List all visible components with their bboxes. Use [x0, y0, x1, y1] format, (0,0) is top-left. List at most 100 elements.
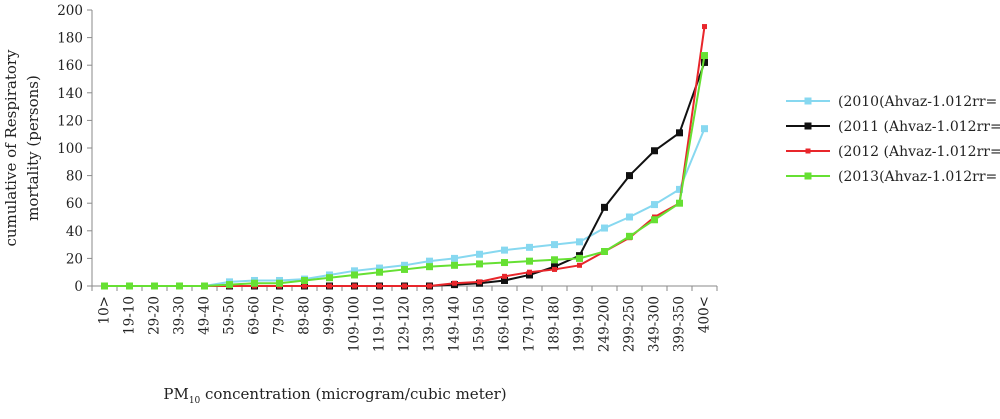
legend-swatch-marker [804, 172, 812, 180]
x-tick-label: 349-300 [647, 296, 663, 352]
data-point [702, 24, 707, 30]
legend-item-2: (2011 (Ahvaz-1.012rr= [786, 119, 1000, 135]
data-point [126, 282, 133, 290]
data-point [402, 283, 407, 289]
legend-swatch-marker [805, 148, 811, 154]
data-point [501, 259, 508, 267]
series-1 [101, 125, 708, 290]
data-point [351, 267, 358, 275]
x-tick-label: 179-170 [522, 296, 538, 352]
data-point [151, 282, 158, 290]
y-tick-label: 0 [74, 279, 83, 295]
series-3 [102, 24, 707, 289]
x-tick-label: 19-10 [122, 296, 138, 335]
data-point [601, 224, 608, 232]
data-point [302, 283, 307, 289]
legend-label: (2013(Ahvaz-1.012rr= [838, 169, 997, 185]
x-tick-label: 109-100 [347, 296, 363, 352]
x-tick-label: 69-60 [247, 296, 263, 335]
x-axis-title-subscript: 10 [189, 396, 201, 406]
x-tick-label: 99-90 [322, 296, 338, 335]
data-point [601, 203, 608, 211]
series-line [104, 55, 706, 287]
data-point [576, 238, 583, 246]
data-point [376, 264, 383, 272]
x-tick-label: 159-150 [472, 296, 488, 352]
data-point [552, 266, 557, 272]
x-tick-label: 249-200 [597, 296, 613, 352]
x-tick-label: 299-250 [622, 296, 638, 352]
data-point [401, 261, 408, 269]
data-point [351, 271, 358, 279]
x-tick-label: 10> [97, 296, 113, 325]
data-point [526, 257, 533, 265]
x-ticks: 10> 19-10 29-20 39-30 49-40 59-50 69-60 79-70 89… [91, 286, 718, 352]
data-point [701, 58, 708, 66]
data-point [576, 254, 583, 262]
data-point [527, 269, 532, 275]
x-tick-label: 49-40 [197, 296, 213, 335]
data-point [676, 199, 683, 207]
data-point [201, 282, 208, 290]
data-point [626, 213, 633, 221]
data-point [176, 282, 183, 290]
y-tick-label: 140 [57, 86, 83, 102]
data-point [476, 260, 483, 268]
x-tick-label: 119-110 [372, 296, 388, 352]
x-tick-label: 169-160 [497, 296, 513, 352]
data-point [401, 265, 408, 273]
y-axis-title: cumulative of Respiratory mortality (per… [2, 49, 42, 247]
data-point [626, 232, 633, 240]
x-tick-label: 199-190 [572, 296, 588, 352]
data-point [551, 263, 558, 271]
y-tick-label: 20 [66, 251, 83, 267]
y-tick-label: 80 [66, 169, 83, 185]
data-point [327, 283, 332, 289]
data-point [301, 276, 308, 284]
data-point [626, 172, 633, 180]
data-point [651, 201, 658, 209]
y-tick-label: 180 [57, 31, 83, 47]
series-4 [101, 52, 708, 290]
data-point [676, 185, 683, 193]
data-point [526, 271, 533, 279]
data-point [377, 283, 382, 289]
legend-swatch-marker [804, 122, 812, 130]
y-axis-title-line2: mortality (persons) [24, 75, 42, 221]
data-point [352, 283, 357, 289]
data-point [451, 261, 458, 269]
x-tick-label: 39-30 [172, 296, 188, 335]
x-tick-label: 129-120 [397, 296, 413, 352]
data-point [651, 216, 658, 224]
axes [91, 10, 717, 287]
x-tick-label: 139-130 [422, 296, 438, 352]
data-point [326, 274, 333, 282]
legend-item-3: (2012 (Ahvaz-1.012rr= [786, 144, 1000, 160]
data-point [651, 147, 658, 155]
data-point [551, 241, 558, 249]
x-axis-title-suffix: concentration (microgram/cubic meter) [200, 385, 506, 403]
y-tick-label: 160 [57, 58, 83, 74]
series-2 [101, 58, 708, 290]
data-point [276, 279, 283, 287]
legend-item-4: (2013(Ahvaz-1.012rr= [786, 169, 997, 185]
data-point [426, 263, 433, 271]
x-tick-label: 79-70 [272, 296, 288, 335]
data-point [251, 279, 258, 287]
legend: (2010(Ahvaz-1.012rr= (2011 (Ahvaz-1.012rr… [786, 94, 1000, 185]
x-axis-title: PM10 concentration (microgram/cubic mete… [163, 385, 506, 406]
x-axis-title-prefix: PM [163, 385, 188, 403]
x-tick-label: 149-140 [447, 296, 463, 352]
data-point [676, 129, 683, 137]
x-tick-label: 399-350 [672, 296, 688, 352]
data-point [226, 281, 233, 289]
legend-item-1: (2010(Ahvaz-1.012rr= [786, 94, 997, 110]
y-tick-label: 200 [57, 3, 83, 19]
data-point [501, 276, 508, 284]
data-point [477, 279, 482, 285]
data-point [551, 256, 558, 264]
y-axis-title-line1: cumulative of Respiratory [2, 49, 20, 247]
legend-label: (2010(Ahvaz-1.012rr= [838, 94, 997, 110]
data-point [427, 283, 432, 289]
